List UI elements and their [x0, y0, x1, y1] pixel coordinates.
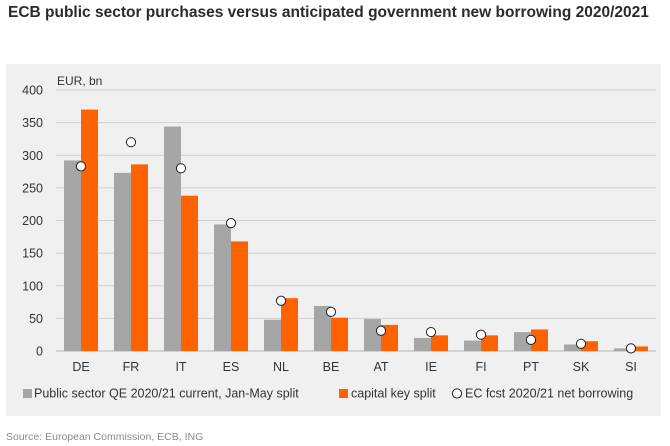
bar-capital-de [81, 109, 98, 351]
bar-capital-fr [131, 164, 148, 351]
marker-ec-at [375, 325, 387, 336]
bar-capital-pt [531, 329, 548, 351]
bar-qe-es [214, 224, 231, 351]
bar-qe-it [164, 126, 181, 351]
bar-capital-fi [481, 335, 498, 351]
legend-label-ec: EC fcst 2020/21 net borrowing [465, 387, 633, 401]
marker-ec-de [75, 161, 87, 172]
bar-qe-de [64, 160, 81, 351]
x-tick-label: IE [425, 360, 437, 374]
marker-ec-si [625, 343, 637, 354]
y-tick-label: 400 [22, 84, 43, 98]
y-tick-label: 0 [36, 345, 43, 359]
bar-qe-sk [564, 344, 581, 351]
marker-ec-fi [475, 329, 487, 340]
bar-capital-ie [431, 335, 448, 351]
y-tick-label: 300 [22, 149, 43, 163]
bar-capital-sk [581, 341, 598, 351]
bar-qe-at [364, 319, 381, 351]
x-tick-label: PT [523, 360, 539, 374]
bar-qe-pt [514, 332, 531, 351]
bar-capital-es [231, 241, 248, 351]
marker-ec-fr [125, 137, 137, 148]
x-tick-label: NL [273, 360, 289, 374]
bar-qe-ie [414, 337, 431, 351]
legend-swatch-qe [23, 389, 32, 398]
legend-swatch-capital [339, 389, 348, 398]
marker-ec-sk [575, 338, 587, 349]
x-tick-label: FI [475, 360, 486, 374]
bar-capital-it [181, 195, 198, 351]
x-tick-label: AT [373, 360, 388, 374]
y-tick-label: 150 [22, 247, 43, 261]
legend-marker-ec [451, 388, 463, 399]
x-tick-label: BE [323, 360, 340, 374]
y-axis-label: EUR, bn [57, 74, 102, 88]
marker-ec-it [175, 163, 187, 174]
bar-qe-fi [464, 340, 481, 351]
marker-ec-es [225, 218, 237, 229]
legend-label-qe: Public sector QE 2020/21 current, Jan-Ma… [34, 387, 299, 401]
marker-ec-nl [275, 295, 287, 306]
y-tick-label: 50 [29, 312, 43, 326]
x-tick-label: ES [223, 360, 240, 374]
legend-label-capital: capital key split [351, 387, 436, 401]
y-tick-label: 100 [22, 279, 43, 293]
bar-qe-be [314, 305, 331, 351]
x-tick-label: IT [175, 360, 186, 374]
bar-capital-be [331, 317, 348, 351]
x-tick-label: SI [625, 360, 637, 374]
marker-ec-be [325, 306, 337, 317]
bar-qe-fr [114, 172, 131, 351]
chart-svg: EUR, bn 0 50 100 150 200 250 300 350 400 DE FR IT ES N… [22, 74, 656, 401]
y-tick-label: 200 [22, 214, 43, 228]
bar-qe-si [614, 348, 631, 351]
y-tick-label: 250 [22, 181, 43, 195]
marker-ec-ie [425, 326, 437, 338]
x-tick-label: SK [573, 360, 590, 374]
x-tick-label: FR [123, 360, 140, 374]
x-tick-label: DE [72, 360, 89, 374]
bar-qe-nl [264, 319, 281, 351]
marker-ec-pt [525, 334, 537, 346]
source-note: Source: European Commission, ECB, ING [6, 431, 204, 443]
y-tick-label: 350 [22, 116, 43, 130]
chart-area: EUR, bn 0 50 100 150 200 250 300 350 400 DE FR IT ES N… [6, 64, 661, 416]
bar-capital-nl [281, 298, 298, 351]
chart-title: ECB public sector purchases versus antic… [8, 4, 649, 21]
bar-capital-si [631, 346, 648, 351]
